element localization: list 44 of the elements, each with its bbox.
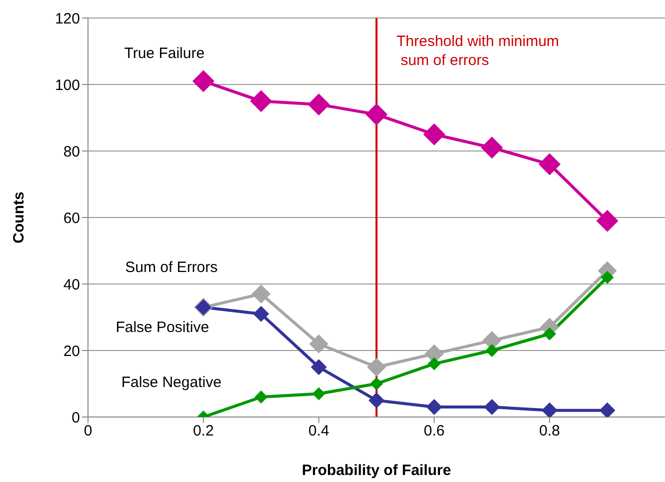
point — [543, 327, 556, 340]
series-label: True Failure — [124, 45, 205, 62]
x-axis-title: Probability of Failure — [302, 462, 452, 479]
point — [480, 136, 503, 159]
point — [367, 358, 386, 377]
point — [596, 210, 618, 232]
point — [423, 123, 446, 146]
y-tick-label: 60 — [63, 210, 80, 227]
point — [426, 399, 442, 416]
series-label: False Positive — [116, 319, 210, 336]
point — [308, 93, 330, 116]
point — [538, 153, 561, 176]
x-tick-label: 0.4 — [308, 422, 330, 440]
point — [599, 402, 616, 417]
point — [484, 399, 500, 416]
point — [254, 390, 268, 404]
point — [192, 70, 214, 92]
x-tick-label: 0.6 — [424, 422, 445, 440]
x-tick-label: 0.2 — [192, 422, 214, 440]
series-label: Sum of Errors — [125, 259, 218, 276]
x-tick-label: 0 — [84, 422, 92, 440]
point — [485, 344, 498, 357]
y-axis-title: Counts — [10, 192, 28, 244]
point — [250, 90, 272, 112]
point — [253, 306, 270, 322]
point — [600, 270, 614, 284]
y-tick-label: 120 — [54, 10, 80, 28]
point — [542, 402, 558, 417]
point — [310, 359, 327, 376]
y-tick-label: 100 — [54, 76, 80, 94]
ref-line-label: Threshold with minimum sum of errors — [396, 33, 560, 69]
y-tick-label: 80 — [63, 143, 80, 160]
y-tick-label: 20 — [63, 342, 80, 360]
point — [366, 103, 388, 126]
point — [312, 387, 326, 400]
point — [309, 334, 328, 354]
point — [428, 357, 441, 370]
y-tick-label: 0 — [72, 409, 80, 426]
point — [370, 377, 383, 390]
y-tick-label: 40 — [63, 276, 80, 294]
series-label: False Negative — [121, 374, 222, 391]
x-tick-label: 0.8 — [539, 422, 560, 440]
point — [252, 284, 271, 304]
point — [368, 392, 384, 408]
